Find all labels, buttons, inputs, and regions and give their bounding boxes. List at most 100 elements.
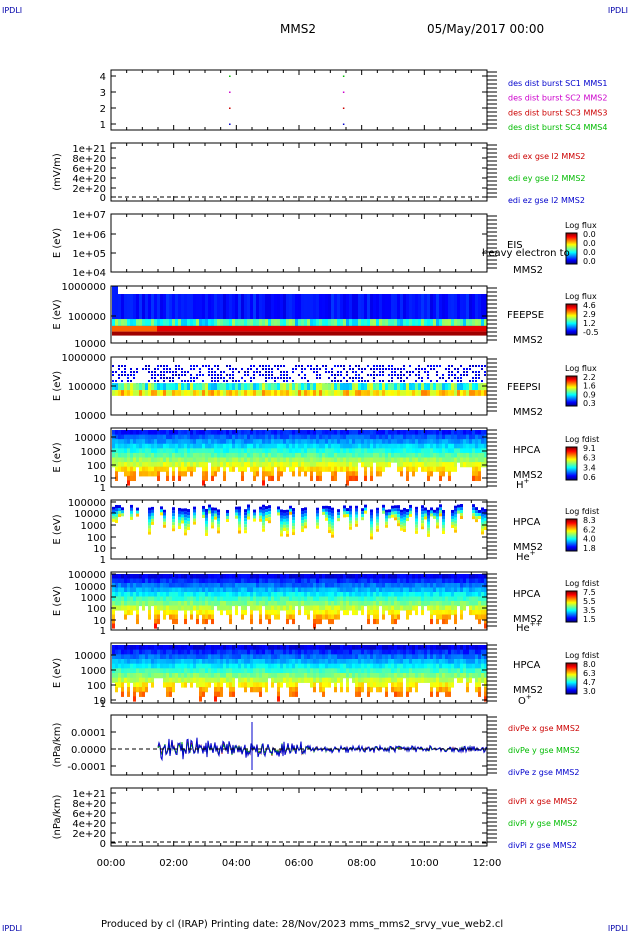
spectro-cell	[442, 583, 445, 589]
spectro-cell	[262, 383, 265, 391]
spectro-cell	[157, 619, 160, 625]
spectro-cell	[283, 578, 286, 584]
spectro-cell	[130, 368, 132, 370]
spectro-cell	[418, 462, 421, 468]
spectro-cell	[370, 457, 373, 463]
spectro-cell	[136, 448, 139, 454]
spectro-cell	[337, 325, 340, 332]
spectro-cell	[145, 466, 148, 472]
spectro-cell	[403, 516, 406, 520]
spectro-cell	[442, 619, 445, 625]
spectro-cell	[205, 517, 208, 521]
spectro-cell	[403, 462, 406, 468]
spectro-cell	[187, 518, 190, 522]
spectro-cell	[436, 507, 439, 511]
spectro-cell	[448, 443, 451, 449]
spectro-cell	[217, 524, 220, 528]
spectro-cell	[337, 512, 340, 516]
spectro-cell	[277, 592, 280, 598]
spectro-cell	[124, 645, 127, 651]
spectro-cell	[229, 466, 232, 472]
spectro-cell	[313, 466, 316, 472]
spectro-cell	[172, 466, 175, 472]
spectro-cell	[481, 522, 484, 526]
spectro-cell	[136, 614, 139, 620]
spectro-cell	[211, 516, 214, 520]
spectro-cell	[319, 457, 322, 463]
spectro-cell	[172, 390, 175, 396]
spectro-cell	[289, 592, 292, 598]
spectro-cell	[478, 475, 481, 482]
spectro-cell	[142, 439, 145, 445]
spectro-cell	[382, 601, 385, 607]
spectro-cell	[289, 605, 292, 611]
spectro-cell	[412, 430, 415, 436]
spectro-cell	[268, 430, 271, 436]
spectro-cell	[376, 574, 379, 580]
spectro-cell	[163, 434, 166, 440]
spectro-cell	[376, 365, 378, 367]
spectro-cell	[163, 596, 166, 602]
colorbar-tick: 0.0	[583, 239, 596, 248]
spectro-cell	[484, 623, 487, 629]
spectro-cell	[466, 601, 469, 607]
spectro-cell	[265, 331, 268, 336]
spectro-cell	[238, 512, 241, 516]
spectro-cell	[142, 677, 145, 683]
spectro-cell	[310, 390, 313, 396]
spectro-cell	[385, 462, 388, 468]
spectro-cell	[400, 583, 403, 589]
spectro-cell	[322, 331, 325, 336]
spectro-cell	[184, 452, 187, 459]
spectro-cell	[316, 457, 319, 463]
spectro-cell	[184, 371, 186, 373]
spectro-cell	[337, 365, 339, 367]
spectro-cell	[415, 524, 418, 528]
spectro-cell	[463, 601, 466, 607]
spectro-cell	[370, 294, 373, 328]
spectro-cell	[349, 578, 352, 584]
spectro-cell	[241, 325, 244, 332]
spectro-cell	[244, 294, 247, 328]
y-tick-label: 10000	[74, 339, 106, 350]
spectro-cell	[478, 452, 481, 459]
spectro-cell	[403, 587, 406, 593]
spectro-cell	[427, 533, 430, 537]
spectro-cell	[268, 448, 271, 454]
spectro-cell	[253, 365, 255, 367]
spectro-cell	[136, 673, 139, 679]
spectro-cell	[343, 462, 346, 468]
spectro-cell	[319, 592, 322, 598]
spectro-cell	[385, 383, 388, 391]
spectro-cell	[238, 380, 240, 382]
spectro-cell	[265, 383, 268, 391]
spectro-cell	[133, 331, 136, 336]
spectro-cell	[277, 462, 280, 468]
spectro-cell	[421, 574, 424, 580]
spectro-cell	[235, 448, 238, 454]
spectro-cell	[310, 319, 313, 326]
spectro-cell	[439, 319, 442, 326]
spectro-cell	[124, 654, 127, 660]
spectro-cell	[397, 294, 400, 328]
spectro-cell	[139, 668, 142, 674]
spectro-cell	[382, 614, 385, 620]
spectro-cell	[475, 610, 478, 616]
spectro-cell	[181, 371, 183, 373]
spectro-cell	[238, 592, 241, 598]
spectro-cell	[460, 448, 463, 454]
spectro-cell	[436, 574, 439, 580]
spectro-cell	[235, 457, 238, 463]
spectro-cell	[385, 319, 388, 326]
spectro-cell	[400, 521, 403, 525]
spectro-cell	[139, 659, 142, 665]
spectro-cell	[439, 578, 442, 584]
spectro-cell	[463, 368, 465, 370]
spectro-cell	[391, 374, 393, 376]
spectro-cell	[127, 583, 130, 589]
spectro-cell	[154, 325, 157, 332]
spectro-cell	[451, 466, 454, 472]
spectro-cell	[190, 377, 192, 379]
spectro-cell	[253, 430, 256, 436]
